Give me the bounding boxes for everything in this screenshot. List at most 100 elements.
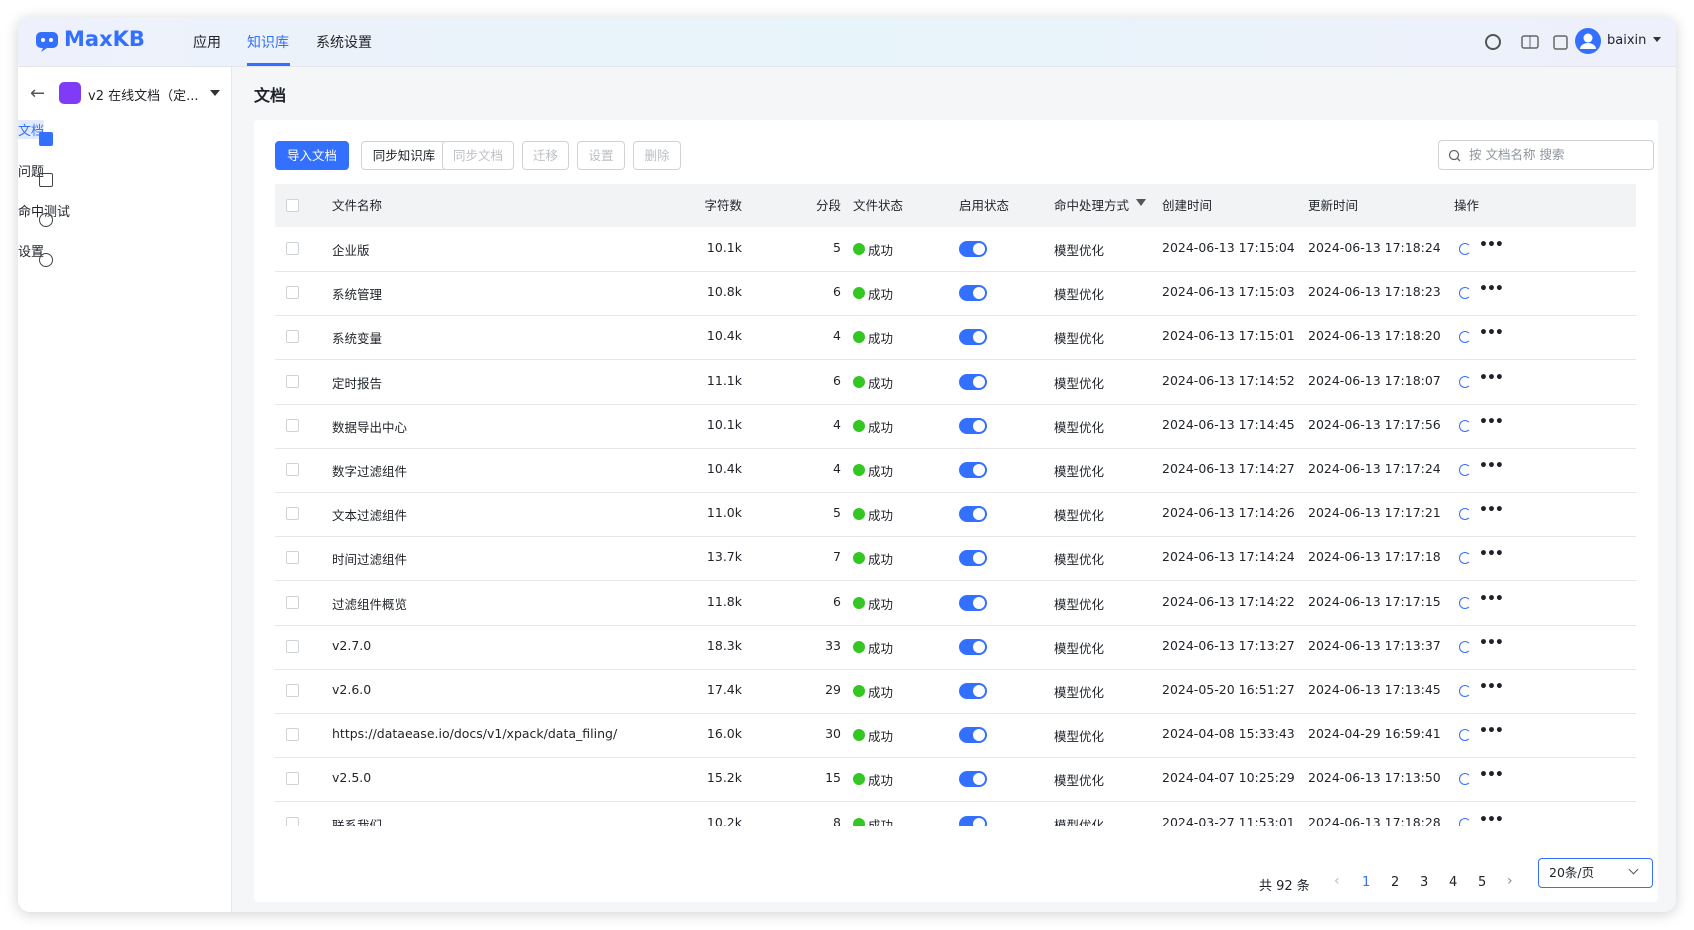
sync-icon[interactable] bbox=[1459, 243, 1471, 255]
sync-icon[interactable] bbox=[1459, 508, 1471, 520]
checkbox[interactable] bbox=[286, 596, 299, 609]
toggle[interactable] bbox=[959, 241, 987, 257]
toggle[interactable] bbox=[959, 285, 987, 301]
toggle[interactable] bbox=[959, 418, 987, 434]
page-size[interactable]: 20条/页 bbox=[1538, 858, 1653, 888]
more-icon[interactable]: ••• bbox=[1479, 591, 1503, 607]
toggle[interactable] bbox=[959, 816, 987, 826]
sync-icon[interactable] bbox=[1459, 685, 1471, 697]
cell[interactable]: 联系我们 bbox=[332, 815, 382, 826]
cell[interactable]: https://dataease.io/docs/v1/xpack/data_f… bbox=[332, 726, 617, 741]
checkbox[interactable] bbox=[286, 640, 299, 653]
filter-icon[interactable] bbox=[1136, 199, 1146, 211]
more-icon[interactable]: ••• bbox=[1479, 370, 1503, 386]
cell: 33 bbox=[761, 638, 841, 653]
cell: 模型优化 bbox=[1054, 638, 1104, 657]
sync-icon[interactable] bbox=[1459, 287, 1471, 299]
button[interactable]: 导入文档 bbox=[275, 141, 349, 170]
page-number[interactable]: 4 bbox=[1449, 875, 1457, 890]
checkbox[interactable] bbox=[286, 507, 299, 520]
toggle[interactable] bbox=[959, 329, 987, 345]
toggle[interactable] bbox=[959, 550, 987, 566]
more-icon[interactable]: ••• bbox=[1479, 458, 1503, 474]
cell[interactable]: 文本过滤组件 bbox=[332, 505, 407, 524]
more-icon[interactable]: ••• bbox=[1479, 546, 1503, 562]
cell[interactable]: v2.5.0 bbox=[332, 770, 371, 785]
cell[interactable]: 定时报告 bbox=[332, 373, 382, 392]
page-number[interactable]: 3 bbox=[1420, 875, 1428, 890]
cell: 11.8k bbox=[662, 594, 742, 609]
sync-icon[interactable] bbox=[1459, 464, 1471, 476]
nav-item[interactable]: 应用 bbox=[193, 32, 221, 52]
checkbox[interactable] bbox=[286, 728, 299, 741]
username[interactable]: baixin bbox=[1607, 33, 1646, 48]
button[interactable]: 删除 bbox=[633, 141, 681, 170]
toggle[interactable] bbox=[959, 506, 987, 522]
sync-icon[interactable] bbox=[1459, 729, 1471, 741]
more-icon[interactable]: ••• bbox=[1479, 414, 1503, 430]
cell[interactable]: 过滤组件概览 bbox=[332, 594, 407, 613]
checkbox[interactable] bbox=[286, 199, 299, 212]
nav-item[interactable]: 系统设置 bbox=[316, 32, 372, 52]
toggle[interactable] bbox=[959, 595, 987, 611]
more-icon[interactable]: ••• bbox=[1479, 723, 1503, 739]
toggle[interactable] bbox=[959, 683, 987, 699]
checkbox[interactable] bbox=[286, 463, 299, 476]
sync-icon[interactable] bbox=[1459, 818, 1471, 826]
back-arrow[interactable]: ← bbox=[30, 83, 45, 104]
cell[interactable]: 系统变量 bbox=[332, 328, 382, 347]
page-number[interactable]: 2 bbox=[1391, 875, 1399, 890]
checkbox[interactable] bbox=[286, 286, 299, 299]
button[interactable]: 设置 bbox=[577, 141, 625, 170]
search-input[interactable]: 按 文档名称 搜索 bbox=[1438, 140, 1654, 170]
cell[interactable]: 时间过滤组件 bbox=[332, 549, 407, 568]
checkbox[interactable] bbox=[286, 375, 299, 388]
checkbox[interactable] bbox=[286, 242, 299, 255]
more-icon[interactable]: ••• bbox=[1479, 325, 1503, 341]
header-icons[interactable] bbox=[1484, 32, 1584, 52]
checkbox[interactable] bbox=[286, 419, 299, 432]
more-icon[interactable]: ••• bbox=[1479, 679, 1503, 695]
cell: 2024-06-13 17:14:27 bbox=[1162, 461, 1295, 476]
button[interactable]: 同步知识库 bbox=[361, 141, 447, 170]
kb-title[interactable]: v2 在线文档（定... bbox=[88, 85, 199, 104]
toggle[interactable] bbox=[959, 639, 987, 655]
avatar[interactable] bbox=[1575, 28, 1601, 54]
cell[interactable]: 数据导出中心 bbox=[332, 417, 407, 436]
next[interactable]: › bbox=[1507, 873, 1513, 889]
more-icon[interactable]: ••• bbox=[1479, 237, 1503, 253]
page-number[interactable]: 1 bbox=[1362, 875, 1370, 890]
sync-icon[interactable] bbox=[1459, 773, 1471, 785]
sync-icon[interactable] bbox=[1459, 420, 1471, 432]
cell[interactable]: 企业版 bbox=[332, 240, 370, 259]
nav-item[interactable]: 知识库 bbox=[247, 32, 289, 52]
cell[interactable]: v2.6.0 bbox=[332, 682, 371, 697]
cell: 11.1k bbox=[662, 373, 742, 388]
checkbox[interactable] bbox=[286, 551, 299, 564]
button[interactable]: 同步文档 bbox=[442, 141, 514, 170]
button[interactable]: 迁移 bbox=[522, 141, 569, 170]
toggle[interactable] bbox=[959, 462, 987, 478]
toggle[interactable] bbox=[959, 727, 987, 743]
sync-icon[interactable] bbox=[1459, 376, 1471, 388]
prev[interactable]: ‹ bbox=[1334, 873, 1340, 889]
more-icon[interactable]: ••• bbox=[1479, 635, 1503, 651]
sync-icon[interactable] bbox=[1459, 641, 1471, 653]
more-icon[interactable]: ••• bbox=[1479, 767, 1503, 783]
toggle[interactable] bbox=[959, 374, 987, 390]
more-icon[interactable]: ••• bbox=[1479, 281, 1503, 297]
cell[interactable]: v2.7.0 bbox=[332, 638, 371, 653]
sync-icon[interactable] bbox=[1459, 552, 1471, 564]
page-number[interactable]: 5 bbox=[1478, 875, 1486, 890]
checkbox[interactable] bbox=[286, 817, 299, 826]
checkbox[interactable] bbox=[286, 684, 299, 697]
checkbox[interactable] bbox=[286, 330, 299, 343]
checkbox[interactable] bbox=[286, 772, 299, 785]
more-icon[interactable]: ••• bbox=[1479, 812, 1503, 826]
more-icon[interactable]: ••• bbox=[1479, 502, 1503, 518]
cell[interactable]: 数字过滤组件 bbox=[332, 461, 407, 480]
toggle[interactable] bbox=[959, 771, 987, 787]
sync-icon[interactable] bbox=[1459, 331, 1471, 343]
sync-icon[interactable] bbox=[1459, 597, 1471, 609]
cell[interactable]: 系统管理 bbox=[332, 284, 382, 303]
